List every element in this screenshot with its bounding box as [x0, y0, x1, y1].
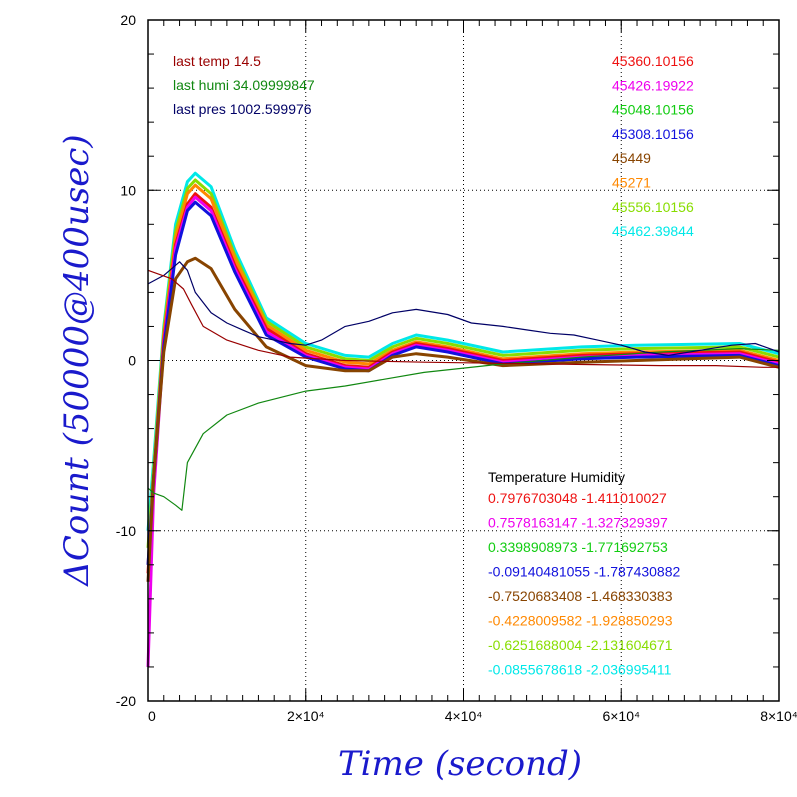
x-tick-label: 8×10⁴: [760, 708, 797, 724]
y-tick-label: 20: [120, 12, 136, 28]
y-axis-title: ΔCount (50000@400usec): [57, 134, 97, 587]
annotations: last temp 14.5 last humi 34.09999847 last …: [173, 53, 694, 678]
coefficient-row: 0.3398908973 -1.771692753: [488, 539, 668, 555]
series-line: [146, 256, 780, 582]
coefficient-row: -0.7520683408 -1.468330383: [488, 588, 673, 604]
series-line: [146, 178, 780, 548]
coefficient-row: -0.09140481055 -1.787430882: [488, 564, 681, 580]
last-value-label: last temp 14.5: [173, 53, 261, 69]
x-tick-label: 0: [148, 708, 156, 724]
coefficient-row: -0.0855678618 -2.036995411: [488, 662, 672, 678]
channel-label: 45449: [612, 150, 651, 166]
coefficient-row: -0.6251688004 -2.131604671: [488, 637, 673, 653]
series-line: [147, 348, 780, 511]
x-axis-title: Time (second): [338, 744, 582, 784]
channel-label: 45426.19922: [612, 77, 694, 93]
series-line: [147, 269, 779, 368]
y-tick-label: -10: [116, 523, 136, 539]
channel-label: 45048.10156: [612, 102, 694, 118]
series-line: [147, 261, 780, 356]
coefficient-header: Temperature Humidity: [488, 469, 625, 485]
series-line: [146, 171, 780, 531]
channel-label: 45308.10156: [612, 126, 694, 142]
y-tick-label: -20: [116, 693, 136, 709]
y-tick-label: 10: [120, 182, 136, 198]
series-layer: [146, 171, 780, 668]
x-tick-label: 4×10⁴: [445, 708, 483, 724]
coefficient-row: -0.4228009582 -1.928850293: [488, 613, 673, 629]
last-value-label: last pres 1002.599976: [173, 101, 312, 117]
coefficient-row: 0.7976703048 -1.411010027: [488, 490, 667, 506]
channel-label: 45462.39844: [612, 223, 694, 239]
x-tick-label: 6×10⁴: [602, 708, 640, 724]
y-tick-label: 0: [128, 353, 136, 369]
channel-label: 45271: [612, 175, 651, 191]
channel-label: 45360.10156: [612, 53, 694, 69]
channel-label: 45556.10156: [612, 199, 694, 215]
last-value-label: last humi 34.09999847: [173, 77, 315, 93]
x-tick-label: 2×10⁴: [287, 708, 325, 724]
series-line: [146, 183, 780, 565]
coefficient-row: 0.7578163147 -1.327329397: [488, 515, 668, 531]
series-line: [146, 200, 780, 565]
axis-ticks: 0 2×10⁴ 4×10⁴ 6×10⁴ 8×10⁴ -20 -10 0 10 20: [116, 12, 797, 724]
